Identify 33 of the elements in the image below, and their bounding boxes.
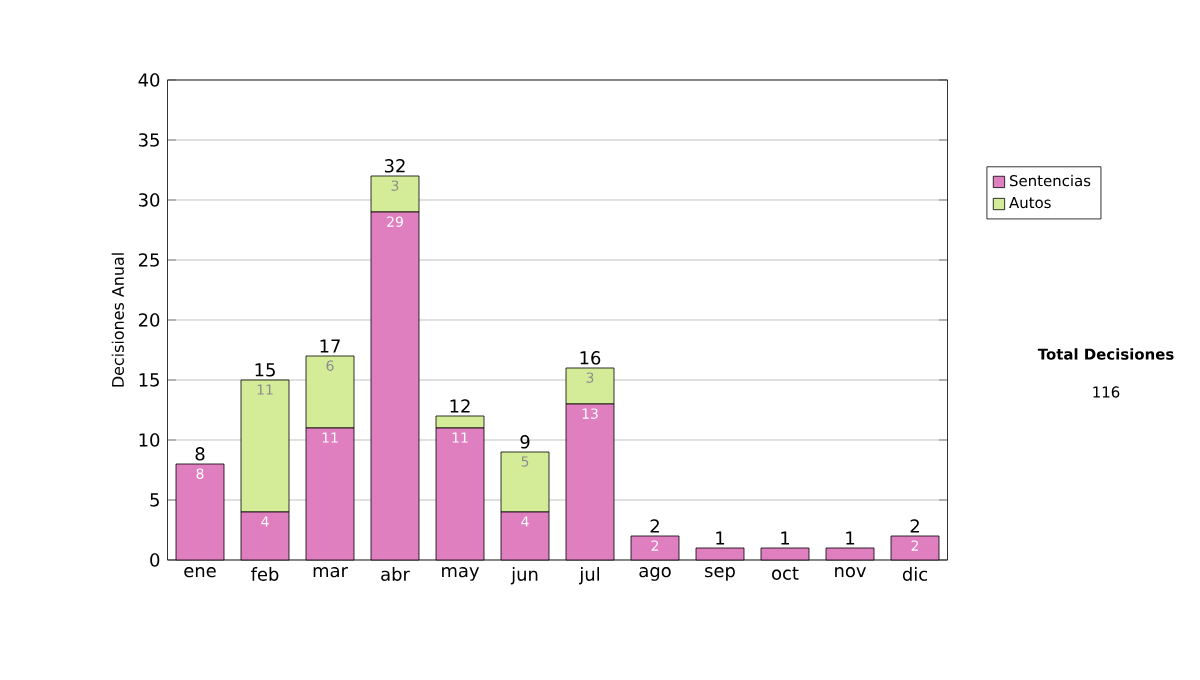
y-tick-label: 15 xyxy=(139,373,159,387)
total-label: 16 xyxy=(580,351,601,365)
y-tick-label: 20 xyxy=(138,313,160,327)
y-tick-label: 0 xyxy=(150,553,160,567)
total-label: 1 xyxy=(781,531,790,545)
x-tick-label: dic xyxy=(902,567,928,581)
y-tick-label: 35 xyxy=(139,133,159,147)
y-tick-label: 25 xyxy=(138,253,159,267)
x-tick-label: jun xyxy=(510,567,538,585)
y-tick-label: 30 xyxy=(139,193,160,207)
total-label: 15 xyxy=(255,363,275,377)
total-label: 32 xyxy=(384,159,405,173)
x-tick-label: may xyxy=(442,567,480,581)
x-tick-label: mar xyxy=(313,567,348,578)
y-tick-label: 5 xyxy=(150,493,159,507)
total-label: 2 xyxy=(910,519,919,533)
x-tick-label: feb xyxy=(251,567,279,581)
total-label: 2 xyxy=(650,519,659,533)
x-tick-label: nov xyxy=(835,567,866,578)
total-label: 8 xyxy=(195,447,205,461)
total-label: 9 xyxy=(520,435,530,449)
x-tick-label: oct xyxy=(772,567,799,580)
x-tick-label: ago xyxy=(639,567,671,581)
total-label: 17 xyxy=(320,339,340,353)
y-tick-label: 10 xyxy=(139,433,160,447)
total-label: 1 xyxy=(846,531,855,545)
y-tick-label: 40 xyxy=(138,73,160,87)
x-tick-label: jul xyxy=(579,567,600,585)
x-tick-label: abr xyxy=(381,567,410,581)
total-label: 12 xyxy=(450,399,470,413)
total-label: 1 xyxy=(716,531,725,545)
x-tick-label: ene xyxy=(184,567,216,578)
x-tick-label: sep xyxy=(705,567,735,581)
